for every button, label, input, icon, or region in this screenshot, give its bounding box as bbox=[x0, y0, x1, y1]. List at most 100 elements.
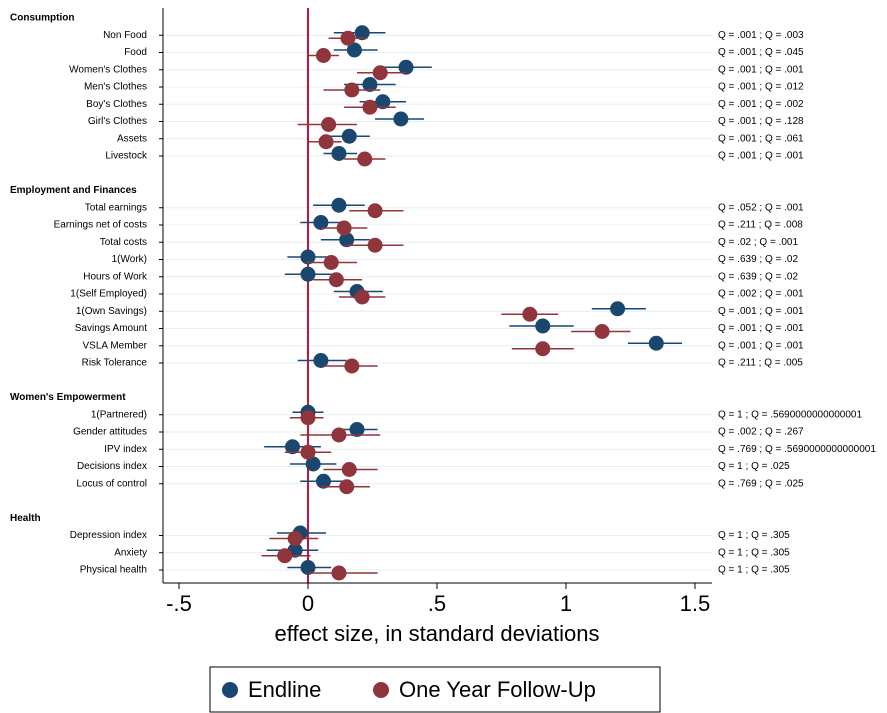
point bbox=[336, 220, 352, 236]
q-annotation: Q = .001 ; Q = .045 bbox=[718, 47, 804, 58]
q-annotation: Q = 1 ; Q = .025 bbox=[718, 461, 790, 472]
point bbox=[341, 462, 357, 477]
point bbox=[610, 301, 626, 317]
row-label: Girl's Clothes bbox=[88, 116, 147, 127]
row-label: 1(Work) bbox=[112, 254, 147, 265]
point bbox=[522, 306, 538, 322]
row-label: IPV index bbox=[104, 444, 147, 455]
row-label: Physical health bbox=[80, 565, 147, 576]
point bbox=[362, 77, 378, 92]
q-annotation: Q = 1 ; Q = .305 bbox=[718, 547, 790, 558]
q-annotation: Q = .001 ; Q = .128 bbox=[718, 116, 804, 127]
point bbox=[344, 82, 360, 98]
q-annotation: Q = .001 ; Q = .001 bbox=[718, 340, 804, 351]
x-tick-label: 1.5 bbox=[680, 591, 711, 616]
row-label: Decisions index bbox=[77, 461, 147, 472]
legend-box bbox=[209, 666, 661, 713]
row-label: Boy's Clothes bbox=[86, 99, 147, 110]
q-annotation: Q = .001 ; Q = .012 bbox=[718, 82, 804, 93]
x-tick-label: .5 bbox=[428, 591, 446, 616]
group-title: Employment and Finances bbox=[10, 185, 137, 196]
q-annotation: Q = .002 ; Q = .267 bbox=[718, 427, 804, 438]
q-annotation: Q = .001 ; Q = .001 bbox=[718, 323, 804, 334]
point bbox=[367, 203, 383, 219]
row-label: Earnings net of costs bbox=[54, 220, 147, 231]
row-label: 1(Partnered) bbox=[91, 409, 147, 420]
point bbox=[300, 410, 316, 426]
x-tick-label: 1 bbox=[560, 591, 572, 616]
point bbox=[357, 151, 373, 167]
point bbox=[354, 289, 370, 305]
q-annotation: Q = .001 ; Q = .061 bbox=[718, 133, 804, 144]
row-label: Savings Amount bbox=[75, 323, 147, 334]
point bbox=[331, 565, 347, 581]
point bbox=[321, 117, 337, 132]
point bbox=[277, 548, 293, 564]
q-annotation: Q = .001 ; Q = .002 bbox=[718, 99, 804, 110]
row-label: Men's Clothes bbox=[84, 82, 147, 93]
point bbox=[300, 444, 316, 460]
q-annotation: Q = .001 ; Q = .003 bbox=[718, 30, 804, 41]
point bbox=[300, 560, 316, 575]
point bbox=[375, 94, 391, 110]
point bbox=[346, 42, 362, 58]
row-label: Total costs bbox=[100, 237, 147, 248]
point bbox=[323, 255, 339, 270]
q-annotation: Q = .02 ; Q = .001 bbox=[718, 237, 798, 248]
q-annotation: Q = .769 ; Q = .025 bbox=[718, 478, 804, 489]
group-title: Consumption bbox=[10, 13, 74, 24]
row-label: Women's Clothes bbox=[69, 64, 147, 75]
row-label: Depression index bbox=[70, 530, 147, 541]
point bbox=[354, 25, 370, 41]
row-label: 1(Own Savings) bbox=[76, 306, 147, 317]
q-annotation: Q = .639 ; Q = .02 bbox=[718, 271, 798, 282]
row-label: Total earnings bbox=[85, 202, 147, 213]
q-annotation: Q = .052 ; Q = .001 bbox=[718, 202, 804, 213]
row-label: Risk Tolerance bbox=[82, 358, 148, 369]
q-annotation: Q = .769 ; Q = .5690000000000001 bbox=[718, 444, 876, 455]
point bbox=[285, 439, 301, 455]
row-label: Food bbox=[124, 47, 147, 58]
row-label: 1(Self Employed) bbox=[70, 289, 147, 300]
point bbox=[594, 324, 610, 339]
q-annotation: Q = 1 ; Q = .5690000000000001 bbox=[718, 409, 862, 420]
point bbox=[535, 318, 551, 334]
q-annotation: Q = .211 ; Q = .008 bbox=[718, 220, 803, 231]
point bbox=[344, 358, 360, 374]
q-annotation: Q = .001 ; Q = .001 bbox=[718, 64, 804, 75]
row-label: Anxiety bbox=[114, 547, 147, 558]
point bbox=[287, 531, 303, 546]
legend-label: One Year Follow-Up bbox=[399, 677, 596, 702]
point bbox=[300, 266, 316, 282]
point bbox=[393, 111, 409, 127]
q-annotation: Q = 1 ; Q = .305 bbox=[718, 565, 790, 576]
row-label: Gender attitudes bbox=[73, 427, 147, 438]
q-annotation: Q = .639 ; Q = .02 bbox=[718, 254, 798, 265]
row-label: Hours of Work bbox=[83, 271, 148, 282]
point bbox=[362, 99, 378, 115]
row-label: Livestock bbox=[105, 151, 148, 162]
legend-label: Endline bbox=[248, 677, 321, 702]
point bbox=[313, 353, 329, 368]
point bbox=[305, 456, 321, 472]
q-annotation: Q = 1 ; Q = .305 bbox=[718, 530, 790, 541]
point bbox=[349, 422, 365, 437]
point bbox=[398, 59, 414, 75]
q-annotation: Q = .002 ; Q = .001 bbox=[718, 289, 804, 300]
point bbox=[328, 272, 344, 288]
x-tick-label: 0 bbox=[302, 591, 314, 616]
q-annotation: Q = .001 ; Q = .001 bbox=[718, 306, 804, 317]
x-axis-label: effect size, in standard deviations bbox=[275, 621, 600, 646]
legend-marker bbox=[373, 682, 389, 698]
point bbox=[315, 473, 331, 489]
point bbox=[331, 146, 347, 161]
point bbox=[331, 427, 347, 443]
point bbox=[339, 232, 355, 248]
point bbox=[367, 237, 383, 253]
row-label: VSLA Member bbox=[83, 340, 148, 351]
point bbox=[535, 341, 551, 357]
point bbox=[372, 65, 388, 81]
